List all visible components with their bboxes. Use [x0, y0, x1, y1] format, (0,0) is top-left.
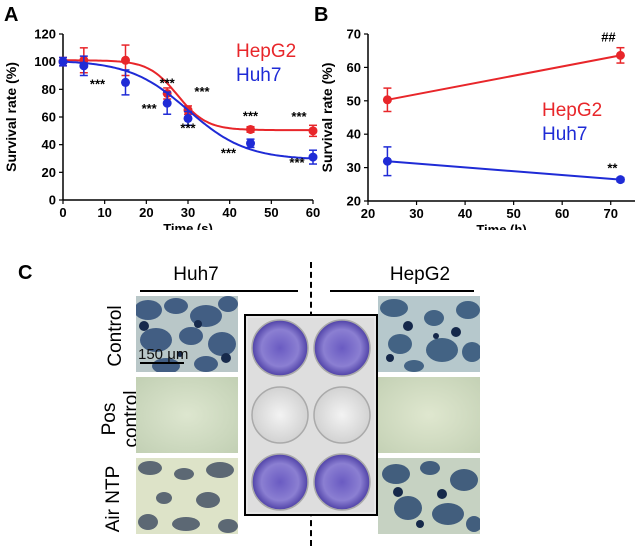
micrograph-hepg2-control	[378, 296, 480, 372]
x-tick-label: 50	[506, 206, 520, 221]
significance-label: ##	[601, 29, 616, 44]
data-point	[308, 152, 318, 162]
x-tick-label: 50	[264, 205, 278, 220]
legend-huh7: Huh7	[542, 124, 587, 145]
data-point	[308, 126, 318, 136]
y-axis-title: Survival rate (%)	[319, 63, 335, 173]
data-point	[58, 57, 68, 67]
x-tick-label: 40	[222, 205, 236, 220]
y-tick-label: 50	[347, 93, 361, 108]
x-tick-label: 20	[361, 206, 375, 221]
significance-label: ***	[160, 75, 176, 90]
significance-label: ***	[291, 109, 307, 124]
legend-hepg2: HepG2	[236, 41, 296, 62]
x-axis-title: Time (h)	[476, 222, 526, 230]
significance-label: ***	[289, 155, 305, 170]
column-title-hepg2: HepG2	[389, 264, 451, 285]
y-tick-label: 120	[34, 27, 56, 42]
x-tick-label: 60	[306, 205, 320, 220]
x-tick-label: 70	[603, 206, 617, 221]
x-tick-label: 0	[59, 205, 66, 220]
data-point	[121, 55, 130, 65]
series-huh7: **	[382, 146, 625, 185]
data-point	[183, 113, 193, 123]
panel-label-c: C	[18, 262, 33, 284]
x-axis-title: Time (s)	[163, 221, 213, 230]
x-tick-label: 40	[458, 206, 472, 221]
data-point	[246, 124, 255, 134]
scale-bar-label: 150 μm	[138, 346, 189, 363]
y-tick-label: 40	[347, 127, 361, 142]
panel-label-a: A	[4, 4, 19, 26]
micrograph-huh7-control: 150 μm	[136, 296, 238, 372]
y-axis-title: Survival rate (%)	[3, 62, 19, 172]
column-title-huh7: Huh7	[173, 264, 219, 285]
fit-curve	[62, 60, 314, 160]
data-point	[246, 138, 255, 148]
x-tick-label: 30	[409, 206, 423, 221]
y-tick-label: 0	[49, 193, 56, 208]
significance-label: ***	[221, 145, 237, 160]
y-tick-label: 20	[347, 194, 361, 209]
chart-b: 20 30 40 50 60 70 20 30 40 50 60 70 Time (h) Survival…	[319, 27, 635, 230]
data-point	[382, 95, 392, 105]
y-tick-label: 60	[42, 110, 56, 125]
panel-label-b: B	[314, 4, 329, 26]
legend-huh7: Huh7	[236, 65, 281, 86]
data-point	[615, 50, 625, 60]
column-underline-right	[330, 290, 474, 292]
x-tick-label: 10	[97, 205, 111, 220]
series-line	[387, 54, 621, 101]
series-huh7: ***************	[58, 55, 318, 170]
significance-label: ***	[243, 108, 259, 123]
row-label-air-ntp: Air NTP	[103, 465, 124, 533]
data-point	[79, 61, 89, 71]
scale-bar	[140, 362, 184, 364]
significance-label: ***	[90, 76, 106, 91]
data-point	[382, 156, 392, 166]
row-label-control: Control	[105, 305, 126, 367]
y-tick-label: 70	[347, 27, 361, 42]
y-tick-label: 100	[34, 54, 56, 69]
culture-plate-image	[244, 314, 378, 516]
micrograph-huh7-air-ntp	[136, 458, 238, 534]
micrograph-huh7-pos-control	[136, 377, 238, 453]
micrograph-hepg2-air-ntp	[378, 458, 480, 534]
legend-hepg2: HepG2	[542, 100, 602, 121]
y-tick-label: 20	[42, 165, 56, 180]
row-label-pos: Pos	[99, 402, 120, 436]
y-tick-label: 60	[347, 60, 361, 75]
column-underline-left	[140, 290, 298, 292]
x-tick-label: 30	[181, 205, 195, 220]
significance-label: ***	[180, 120, 196, 135]
significance-label: **	[607, 161, 618, 176]
series-line	[387, 160, 621, 181]
data-point	[615, 175, 625, 185]
data-point	[162, 98, 172, 108]
chart-a: 0 10 20 30 40 50 60 0 20 40 60 80 100 120 Time (s) Surv…	[3, 27, 320, 231]
micrograph-hepg2-pos-control	[378, 377, 480, 453]
series-hepg2: ##	[382, 29, 625, 113]
y-tick-label: 30	[347, 160, 361, 175]
data-point	[121, 77, 130, 87]
y-tick-label: 40	[42, 137, 56, 152]
significance-label: ***	[142, 101, 158, 116]
y-tick-label: 80	[42, 82, 56, 97]
x-tick-label: 20	[139, 205, 153, 220]
x-tick-label: 60	[555, 206, 569, 221]
significance-label: ***	[194, 84, 210, 99]
